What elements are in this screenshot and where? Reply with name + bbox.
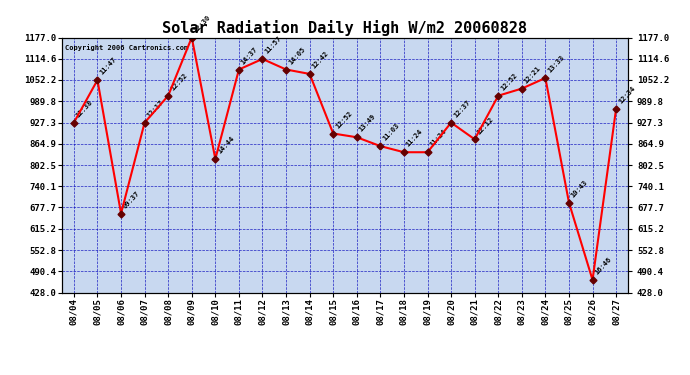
Text: 11:24: 11:24 (428, 129, 448, 148)
Text: 12:34: 12:34 (618, 85, 636, 105)
Text: 12:37: 12:37 (452, 99, 471, 118)
Text: 12:21: 12:21 (523, 65, 542, 84)
Text: 12:38: 12:38 (75, 99, 94, 118)
Text: 11:03: 11:03 (382, 122, 400, 142)
Text: 11:24: 11:24 (405, 129, 424, 148)
Text: 12:42: 12:42 (310, 50, 330, 70)
Text: 11:47: 11:47 (99, 56, 117, 76)
Text: 12:52: 12:52 (335, 110, 353, 129)
Text: 12:12: 12:12 (476, 116, 495, 135)
Text: 11:57: 11:57 (264, 35, 282, 55)
Title: Solar Radiation Daily High W/m2 20060828: Solar Radiation Daily High W/m2 20060828 (163, 20, 527, 36)
Text: 16:46: 16:46 (593, 256, 613, 276)
Text: 12:30: 12:30 (193, 14, 212, 33)
Text: 14:05: 14:05 (287, 46, 306, 65)
Text: 12:17: 12:17 (146, 99, 165, 118)
Text: 12:52: 12:52 (169, 72, 188, 92)
Text: Copyright 2006 Cartronics.com: Copyright 2006 Cartronics.com (65, 44, 188, 51)
Text: 13:33: 13:33 (546, 54, 565, 74)
Text: 10:43: 10:43 (570, 179, 589, 198)
Text: 14:37: 14:37 (240, 46, 259, 65)
Text: 14:44: 14:44 (217, 135, 235, 155)
Text: 13:49: 13:49 (358, 114, 377, 133)
Text: 12:52: 12:52 (500, 72, 518, 92)
Text: 09:37: 09:37 (122, 190, 141, 209)
